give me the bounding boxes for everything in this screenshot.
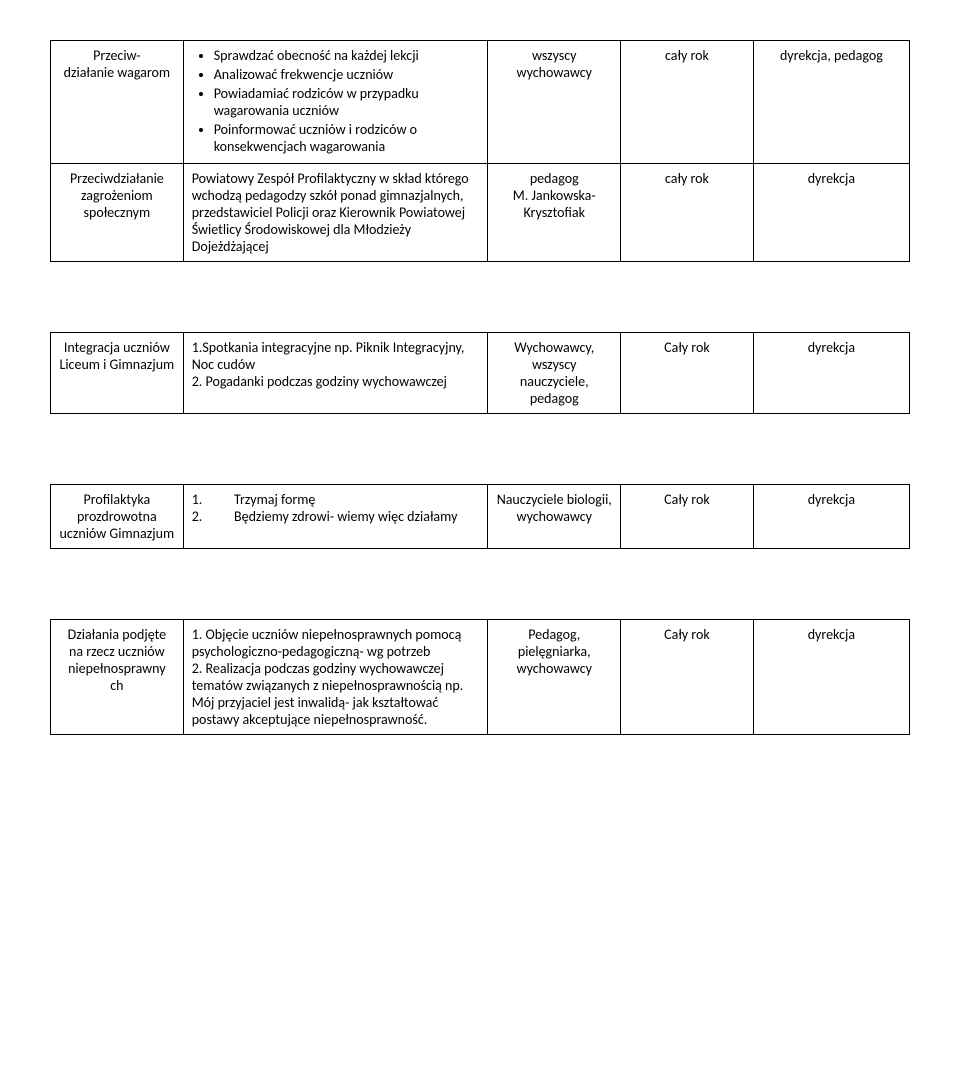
cell-term: Cały rok [621,620,754,735]
table-row: Profilaktyka prozdrowotna uczniów Gimnaz… [51,485,910,549]
cell-term: Cały rok [621,485,754,549]
table-row: Działania podjęte na rzecz uczniów niepe… [51,620,910,735]
data-table: Profilaktyka prozdrowotna uczniów Gimnaz… [50,484,910,549]
cell-supervisor: dyrekcja [753,333,909,414]
section-spacer [50,414,910,484]
list-item: Powiadamiać rodziców w przypadku wagarow… [214,85,480,119]
cell-responsible: Pedagog, pielęgniarka, wychowawcy [488,620,621,735]
cell-term: cały rok [621,41,754,164]
list-item: Analizować frekwencje uczniów [214,66,480,83]
bullet-list: Sprawdzać obecność na każdej lekcji Anali… [192,47,480,155]
data-table: Przeciw-działanie wagaromSprawdzać obecn… [50,40,910,262]
cell-supervisor: dyrekcja [753,485,909,549]
cell-supervisor: dyrekcja [753,164,909,262]
cell-term: cały rok [621,164,754,262]
cell-supervisor: dyrekcja, pedagog [753,41,909,164]
cell-content: 1. Objęcie uczniów niepełnosprawnych pom… [183,620,488,735]
tables-container: Przeciw-działanie wagaromSprawdzać obecn… [50,40,910,735]
table-row: Przeciw-działanie wagaromSprawdzać obecn… [51,41,910,164]
data-table: Działania podjęte na rzecz uczniów niepe… [50,619,910,735]
list-item: Sprawdzać obecność na każdej lekcji [214,47,480,64]
cell-topic: Przeciwdziałanie zagrożeniom społecznym [51,164,184,262]
cell-content: Powiatowy Zespół Profilaktyczny w skład … [183,164,488,262]
list-item: Poinformować uczniów i rodziców o konsek… [214,121,480,155]
cell-term: Cały rok [621,333,754,414]
cell-responsible: Nauczyciele biologii, wychowawcy [488,485,621,549]
section-spacer [50,549,910,619]
cell-responsible: pedagogM. Jankowska-Krysztofiak [488,164,621,262]
cell-responsible: Wychowawcy, wszyscy nauczyciele, pedagog [488,333,621,414]
data-table: Integracja uczniów Liceum i Gimnazjum1.S… [50,332,910,414]
cell-responsible: wszyscy wychowawcy [488,41,621,164]
cell-supervisor: dyrekcja [753,620,909,735]
cell-content: Sprawdzać obecność na każdej lekcji Anali… [183,41,488,164]
cell-topic: Integracja uczniów Liceum i Gimnazjum [51,333,184,414]
cell-content: 1.Spotkania integracyjne np. Piknik Inte… [183,333,488,414]
cell-topic: Profilaktyka prozdrowotna uczniów Gimnaz… [51,485,184,549]
cell-topic: Działania podjęte na rzecz uczniów niepe… [51,620,184,735]
cell-topic: Przeciw-działanie wagarom [51,41,184,164]
cell-content: 1. Trzymaj formę2. Będziemy zdrowi- wiem… [183,485,488,549]
table-row: Integracja uczniów Liceum i Gimnazjum1.S… [51,333,910,414]
table-row: Przeciwdziałanie zagrożeniom społecznymP… [51,164,910,262]
section-spacer [50,262,910,332]
